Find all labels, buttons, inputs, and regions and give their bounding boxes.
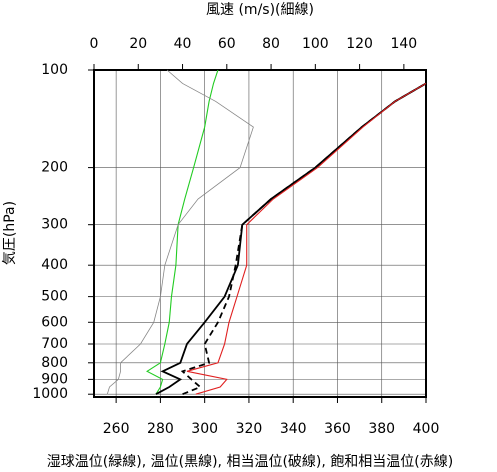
x-tick-label: 280	[147, 421, 174, 437]
x-tick-label: 400	[413, 421, 440, 437]
caption: 湿球温位(緑線), 温位(黒線), 相当温位(破線), 飽和相当温位(赤線)	[47, 453, 453, 470]
y-tick-label: 800	[41, 355, 68, 371]
series-line	[146, 69, 219, 395]
series-line	[186, 82, 427, 395]
y-tick-label: 600	[41, 314, 68, 330]
y-tick-label: 1000	[32, 386, 68, 402]
x-tick-label: 260	[103, 421, 130, 437]
x-tick-label: 340	[280, 421, 307, 437]
series-line	[106, 69, 254, 395]
x2-tick-label: 120	[346, 36, 373, 52]
x2-tick-label: 20	[129, 36, 147, 52]
x2-tick-label: 140	[390, 36, 417, 52]
x-tick-label: 360	[324, 421, 351, 437]
y-tick-label: 300	[41, 217, 68, 233]
x-tick-label: 300	[191, 421, 218, 437]
y-tick-label: 500	[41, 289, 68, 305]
x-tick-label: 380	[368, 421, 395, 437]
plot-frame	[93, 69, 427, 398]
x2-tick-label: 100	[302, 36, 329, 52]
y-tick-label: 900	[41, 371, 68, 387]
x2-tick-label: 60	[218, 36, 236, 52]
y-tick-label: 200	[41, 160, 68, 176]
y-tick-label: 100	[41, 62, 68, 78]
y-tick-label: 700	[41, 336, 68, 352]
x2-tick-label: 80	[262, 36, 280, 52]
x2-tick-label: 0	[90, 36, 99, 52]
y-tick-label: 400	[41, 257, 68, 273]
y-axis-title: 気圧(hPa)	[2, 201, 18, 265]
series-line	[155, 82, 427, 396]
x-tick-label: 320	[236, 421, 263, 437]
x2-tick-label: 40	[174, 36, 192, 52]
top-axis-title: 風速 (m/s)(細線)	[206, 2, 314, 18]
series-line	[180, 82, 427, 396]
